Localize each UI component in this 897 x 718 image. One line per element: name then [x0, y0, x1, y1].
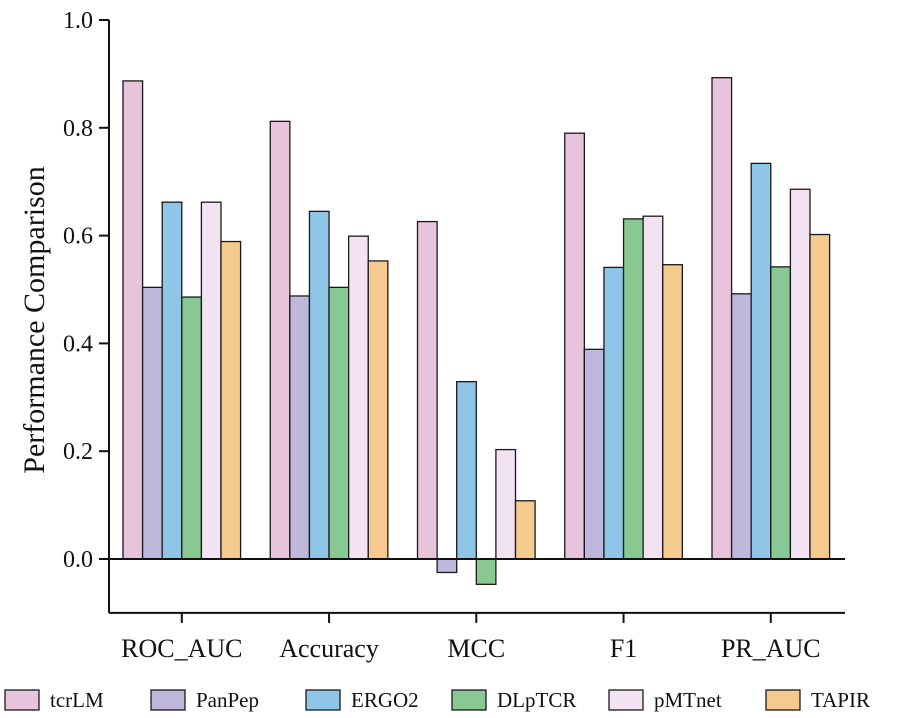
y-axis-label: Performance Comparison	[18, 166, 51, 473]
legend-swatch-panpep	[150, 689, 186, 711]
legend-swatch-ergo2	[305, 689, 341, 711]
y-tick-label: 0.6	[63, 224, 93, 250]
y-tick-label: 0.8	[63, 116, 93, 142]
legend-swatch-tapir	[765, 689, 801, 711]
y-tick-label: 0.0	[63, 547, 93, 573]
bar-dlptcr-roc_auc	[181, 296, 203, 560]
bar-ergo2-mcc	[456, 381, 477, 560]
legend-swatch-pmtnet	[608, 689, 644, 711]
bar-tapir-pr_auc	[809, 233, 831, 560]
bar-tcrlm-pr_auc	[711, 77, 733, 560]
legend-label-tapir: TAPIR	[811, 688, 870, 712]
bar-tcrlm-roc_auc	[122, 80, 144, 560]
bar-dlptcr-f1	[622, 218, 644, 560]
bar-panpep-roc_auc	[141, 286, 163, 560]
bar-tcrlm-f1	[564, 132, 586, 560]
x-axis: ROC_AUC Accuracy MCC F1 PR_AUC	[109, 558, 845, 663]
bar-dlptcr-pr_auc	[770, 266, 792, 560]
bar-ergo2-accuracy	[308, 210, 330, 560]
x-tick-label: F1	[610, 634, 637, 663]
bar-pmtnet-mcc	[495, 448, 517, 560]
bar-pmtnet-pr_auc	[789, 188, 811, 560]
bar-tcrlm-mcc	[416, 220, 438, 560]
y-tick-label: 1.0	[63, 8, 93, 34]
bar-tapir-accuracy	[367, 260, 389, 560]
legend-label-ergo2: ERGO2	[351, 688, 419, 712]
bar-pmtnet-f1	[642, 215, 664, 560]
bar-tapir-mcc	[514, 500, 536, 560]
bar-ergo2-pr_auc	[750, 162, 772, 560]
legend-label-dlptcr: DLpTCR	[497, 688, 576, 712]
legend: tcrLM PanPep ERGO2 DLpTCR pMTnet TAPIR	[4, 688, 870, 712]
bar-pmtnet-accuracy	[347, 235, 369, 560]
x-tick-label: MCC	[447, 634, 505, 663]
legend-swatch-tcrlm	[4, 689, 40, 711]
x-tick-label: PR_AUC	[721, 634, 821, 663]
legend-swatch-dlptcr	[451, 689, 487, 711]
bar-ergo2-f1	[603, 266, 625, 560]
legend-label-tcrlm: tcrLM	[50, 688, 104, 712]
bar-panpep-accuracy	[289, 295, 311, 560]
y-tick-label: 0.2	[63, 439, 93, 465]
x-tick-label: Accuracy	[279, 634, 379, 663]
bar-panpep-f1	[583, 348, 605, 560]
bar-dlptcr-accuracy	[328, 286, 350, 560]
bar-pmtnet-roc_auc	[200, 201, 222, 560]
legend-label-pmtnet: pMTnet	[654, 688, 722, 712]
bars	[122, 77, 831, 585]
legend-label-panpep: PanPep	[196, 688, 259, 712]
bar-tapir-f1	[662, 264, 684, 560]
bar-tcrlm-accuracy	[269, 120, 291, 560]
bar-panpep-pr_auc	[730, 293, 752, 560]
bar-panpep-mcc	[436, 558, 458, 574]
bar-tapir-roc_auc	[220, 240, 242, 560]
y-axis: 0.0 0.2 0.4 0.6 0.8 1.0	[63, 8, 110, 613]
y-tick-label: 0.4	[63, 331, 93, 357]
bar-ergo2-roc_auc	[161, 201, 183, 560]
x-tick-label: ROC_AUC	[121, 634, 242, 663]
bar-dlptcr-mcc	[475, 558, 497, 585]
